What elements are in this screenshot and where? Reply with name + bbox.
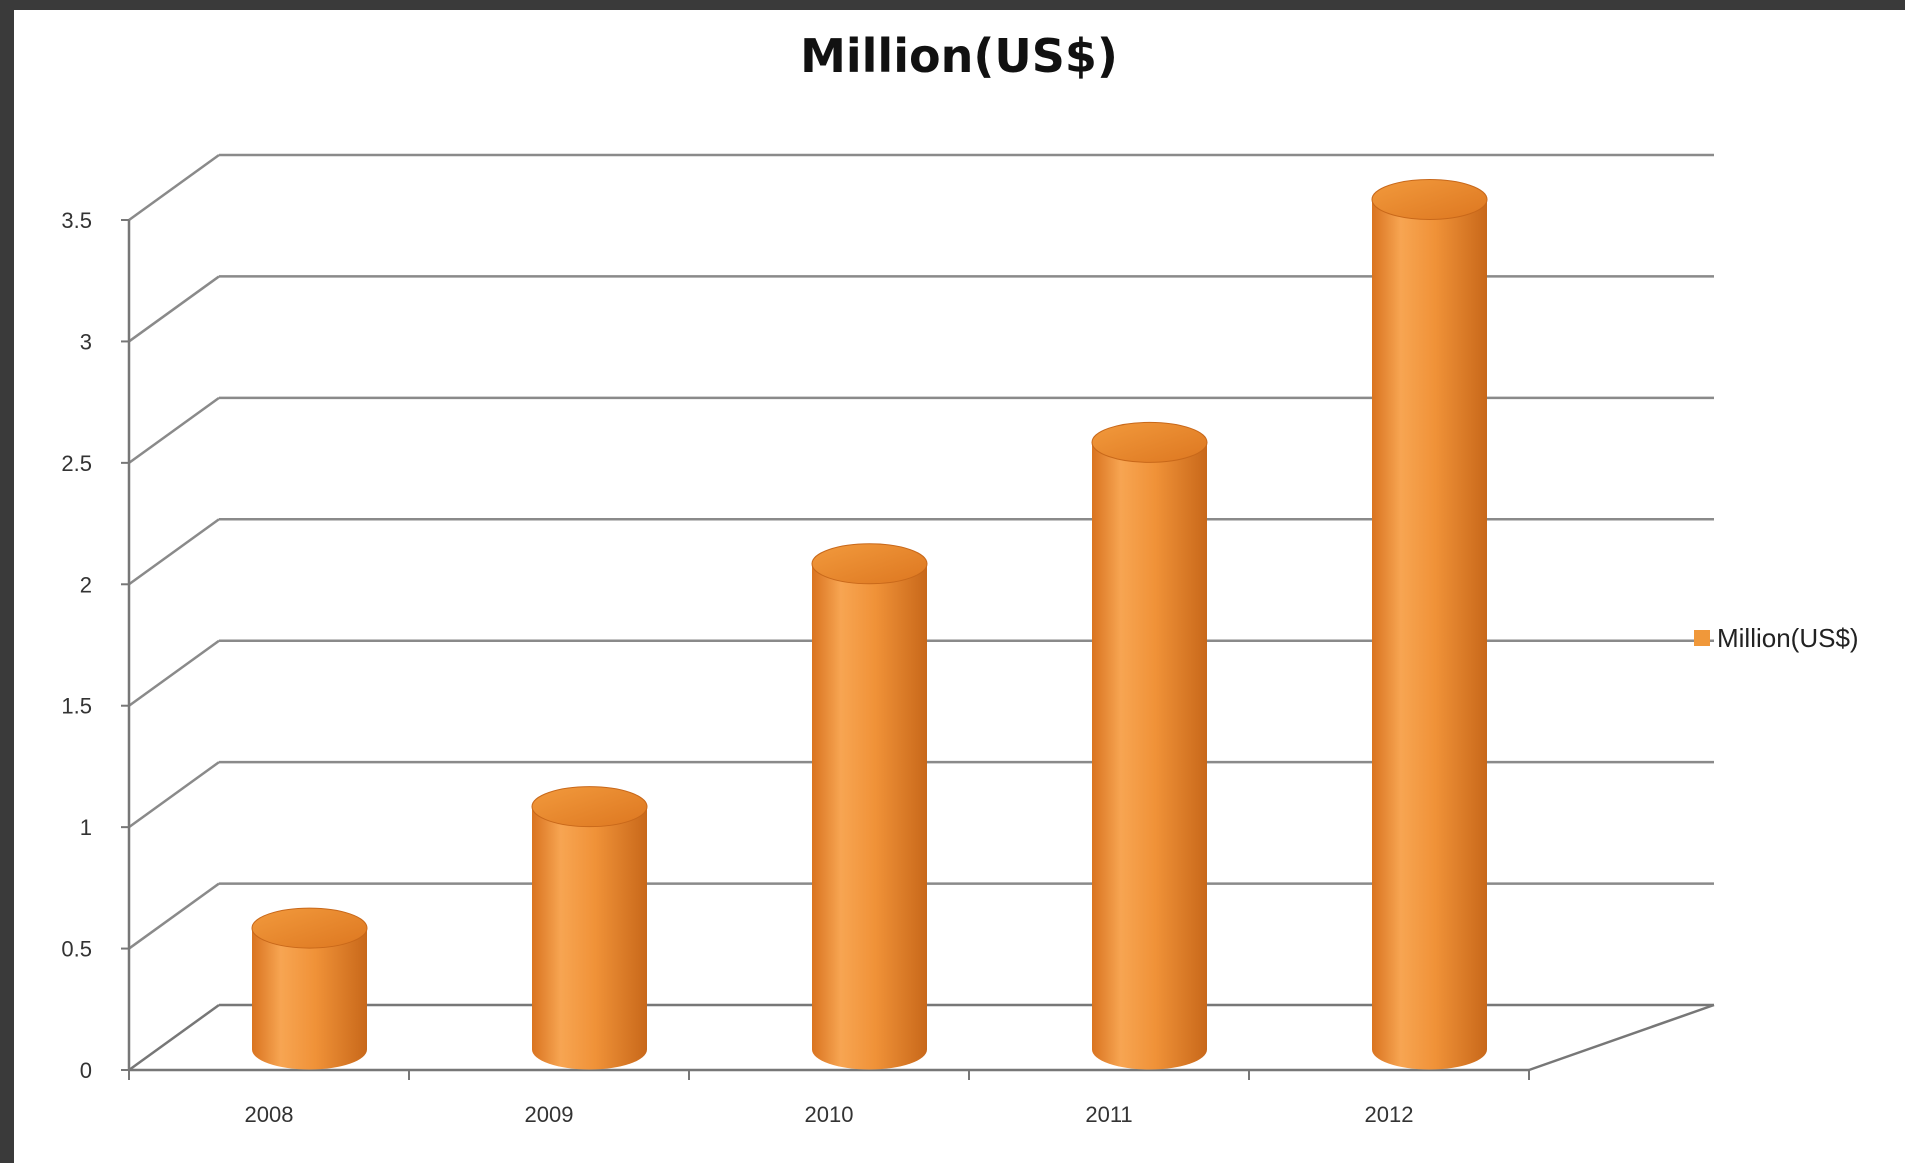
x-tick-labels: 2008 2009 2010 2011 2012 — [245, 1102, 1414, 1127]
legend-label: Million(US$) — [1717, 623, 1859, 653]
bar-top — [811, 543, 928, 585]
gridline-depth — [128, 639, 220, 707]
x-tick-label: 2008 — [245, 1102, 294, 1127]
grid-layer — [128, 153, 1714, 950]
floor-right-edge — [1528, 1003, 1715, 1072]
y-tick-label: 3.5 — [61, 208, 92, 233]
bars-layer — [251, 179, 1488, 1070]
gridline-depth — [128, 153, 220, 222]
chart-svg: Million(US$) 2008 2009 2010 2011 2012 0 0.5 1 1… — [61, 29, 1859, 1127]
bar — [252, 928, 367, 1070]
y-tick-labels: 0 0.5 1 1.5 2 2.5 3 3.5 — [61, 208, 92, 1083]
y-tick-label: 0.5 — [61, 937, 92, 962]
gridline-depth — [128, 518, 220, 586]
bar — [1372, 199, 1487, 1070]
x-tick-label: 2009 — [525, 1102, 574, 1127]
gridline-depth — [128, 396, 220, 464]
bar — [812, 563, 927, 1070]
gridline-depth — [128, 275, 220, 343]
gridline-depth — [128, 761, 220, 829]
bar-top — [251, 907, 368, 949]
x-tick-label: 2010 — [805, 1102, 854, 1127]
y-tick-label: 2.5 — [61, 451, 92, 476]
bar-top — [1371, 179, 1488, 220]
x-tick-label: 2012 — [1365, 1102, 1414, 1127]
x-tick-label: 2011 — [1085, 1102, 1132, 1127]
bar — [1092, 442, 1207, 1070]
bar — [532, 806, 647, 1070]
bar-top — [1091, 421, 1208, 463]
y-tick-label: 0 — [80, 1058, 92, 1083]
y-tick-label: 1 — [80, 815, 92, 840]
y-tick-label: 1.5 — [61, 694, 92, 719]
chart-title: Million(US$) — [800, 29, 1118, 83]
y-tick-label: 2 — [80, 572, 92, 597]
y-tick-label: 3 — [80, 329, 92, 354]
chart-area: Million(US$) 2008 2009 2010 2011 2012 0 0.5 1 1… — [14, 10, 1905, 1163]
gridline-depth — [128, 882, 220, 950]
legend-swatch — [1694, 630, 1710, 646]
legend: Million(US$) — [1694, 623, 1859, 653]
bar-top — [531, 786, 648, 828]
floor-left-edge — [128, 1003, 220, 1072]
